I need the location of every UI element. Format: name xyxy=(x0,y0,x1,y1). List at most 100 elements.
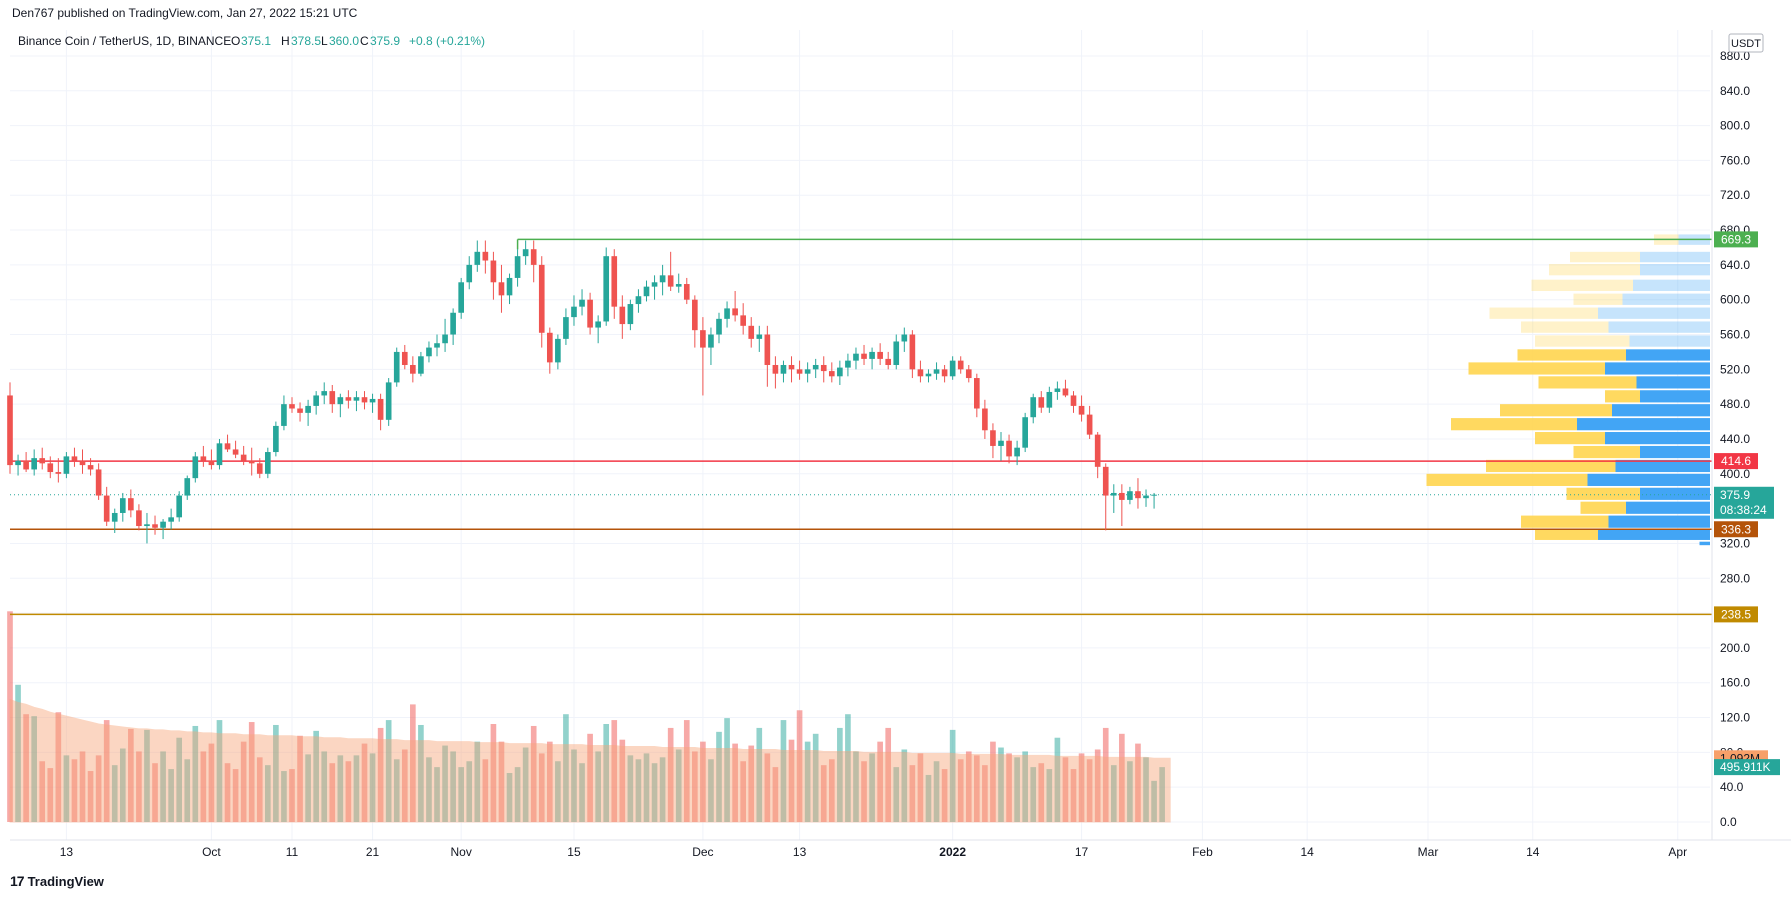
volume-bar xyxy=(756,727,763,822)
candle-body xyxy=(804,369,811,374)
candle-body xyxy=(160,521,166,528)
volume-bar xyxy=(498,741,505,822)
price-tick-label: 560.0 xyxy=(1720,328,1750,342)
candle-body xyxy=(530,249,537,265)
volume-profile-up-bar xyxy=(1640,251,1710,263)
volume-bar xyxy=(474,741,481,822)
lower-support-price-label-bg xyxy=(1714,606,1758,623)
candle-body xyxy=(974,378,980,409)
volume-bar xyxy=(990,741,996,822)
candle-body xyxy=(63,456,70,474)
currency-badge[interactable] xyxy=(1728,33,1764,53)
volume-bar xyxy=(160,751,166,822)
price-tick-label: 760.0 xyxy=(1720,153,1750,167)
time-tick-label: 17 xyxy=(1075,845,1089,859)
volume-bar xyxy=(95,755,102,822)
resistance-price-label: 669.3 xyxy=(1721,232,1751,246)
candle-body xyxy=(901,334,908,342)
volume-bar xyxy=(224,763,231,822)
price-tick-label: 440.0 xyxy=(1720,432,1750,446)
candle-body xyxy=(71,456,78,461)
volume-bar xyxy=(949,729,956,822)
candle-body xyxy=(273,425,279,453)
volume-bar xyxy=(208,743,215,822)
candle-body xyxy=(7,395,13,466)
candle-body xyxy=(941,369,948,377)
candle-body xyxy=(305,405,311,413)
candle-body xyxy=(482,251,489,261)
candle-body xyxy=(885,358,892,365)
candle-body xyxy=(152,524,158,528)
volume-label: 495.911K xyxy=(1720,760,1771,774)
volume-bar xyxy=(804,741,811,822)
candle-body xyxy=(1022,417,1028,448)
candle-body xyxy=(401,351,408,365)
volume-bar xyxy=(1127,761,1133,822)
candle-body xyxy=(1135,491,1141,499)
volume-profile-up-bar xyxy=(1608,321,1710,333)
volume-bar xyxy=(885,727,892,822)
candle-body xyxy=(949,360,956,377)
volume-bar xyxy=(1022,751,1028,822)
pivot-price-label: 414.6 xyxy=(1721,454,1751,468)
volume-bar xyxy=(828,759,835,822)
volume-bar xyxy=(538,753,545,822)
publish-text: Den767 published on TradingView.com, Jan… xyxy=(12,6,358,20)
candle-body xyxy=(498,282,505,296)
volume-profile-up-bar xyxy=(1577,418,1710,431)
candle-body xyxy=(128,498,134,511)
volume-bar xyxy=(579,763,585,822)
volume-bar xyxy=(675,749,682,822)
price-tick-label: 0.0 xyxy=(1720,815,1737,829)
candle-body xyxy=(256,463,263,474)
candle-body xyxy=(281,404,287,426)
volume-bar xyxy=(47,768,54,822)
volume-bar xyxy=(845,714,851,822)
volume-bar xyxy=(1030,767,1037,822)
volume-profile-up-bar xyxy=(1615,459,1710,473)
price-tick-label: 520.0 xyxy=(1720,362,1750,376)
volume-bar xyxy=(168,769,174,822)
candle-body xyxy=(957,360,964,370)
volume-bar xyxy=(490,724,497,822)
volume-bar xyxy=(611,720,618,822)
volume-bar xyxy=(635,759,642,822)
candle-body xyxy=(1046,391,1053,408)
grid-layer xyxy=(10,30,1710,840)
candle-body xyxy=(820,364,827,372)
volume-profile-down-bar xyxy=(1538,376,1637,389)
candle-body xyxy=(136,510,142,527)
candle-body xyxy=(442,334,448,344)
candle-body xyxy=(1151,494,1157,496)
legend-close: 375.9 xyxy=(370,34,400,48)
candle-body xyxy=(1127,491,1133,500)
volume-bar xyxy=(861,761,867,822)
tradingview-logo[interactable]: 17 TradingView xyxy=(10,873,104,889)
time-tick-label: Feb xyxy=(1192,845,1213,859)
candle-body xyxy=(410,364,416,374)
candle-body xyxy=(700,330,706,348)
price-tick-label: 600.0 xyxy=(1720,293,1750,307)
candle-body xyxy=(248,460,255,464)
candles xyxy=(7,240,1157,544)
volume-profile-up-bar xyxy=(1622,293,1710,305)
legend-change: +0.8 (+0.21%) xyxy=(409,34,485,48)
volume-profile-up-bar xyxy=(1598,529,1710,540)
volume-bar xyxy=(748,745,755,822)
volume-bars xyxy=(7,611,1165,822)
candle-body xyxy=(176,495,183,518)
volume-bar xyxy=(265,765,271,822)
candle-body xyxy=(917,369,924,377)
candle-body xyxy=(990,430,996,446)
volume-bar xyxy=(1038,763,1045,822)
volume-bar xyxy=(1054,737,1061,822)
candle-body xyxy=(297,408,303,413)
volume-bar xyxy=(1086,759,1093,822)
volume-bar xyxy=(401,749,408,822)
volume-bar xyxy=(152,763,158,822)
candle-body xyxy=(595,321,601,328)
volume-profile-up-bar xyxy=(1699,541,1710,546)
axes: 880.0840.0800.0760.0720.0680.0640.0600.0… xyxy=(10,30,1791,859)
